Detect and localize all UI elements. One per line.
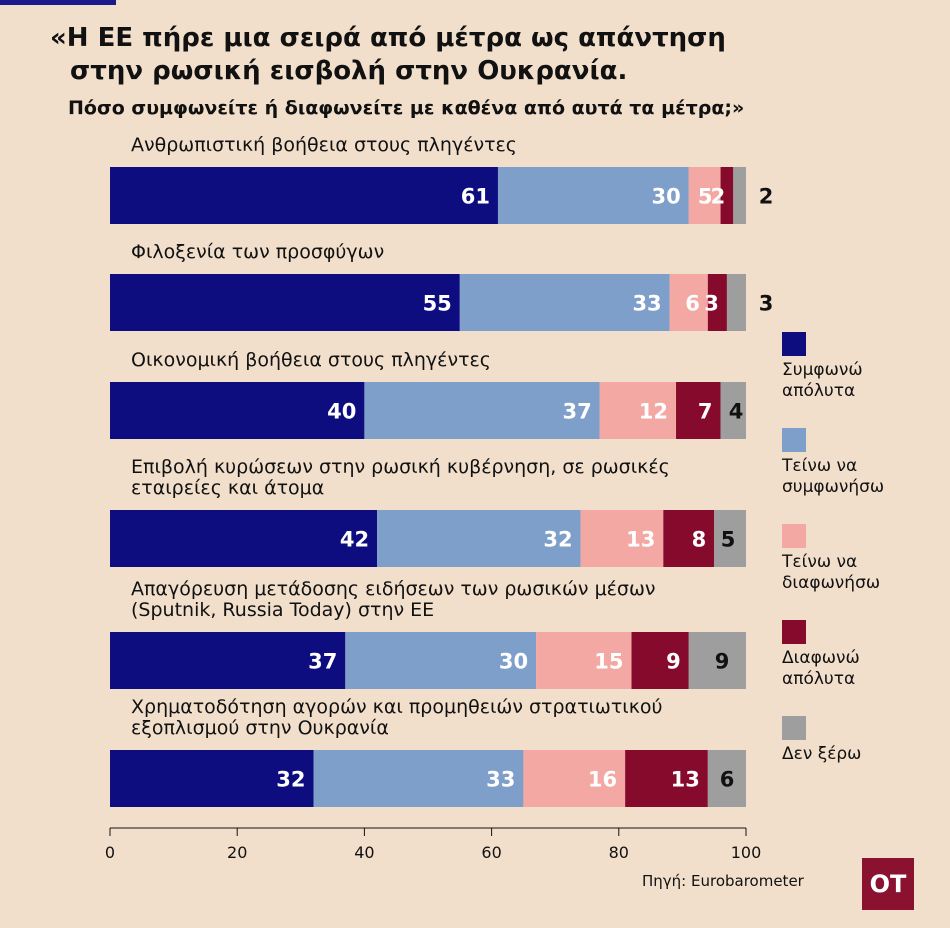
data-label: 30: [652, 185, 681, 209]
bar-segment: [110, 510, 378, 567]
data-label: 2: [711, 185, 726, 209]
category-label: Επιβολή κυρώσεων στην ρωσική κυβέρνηση, …: [131, 456, 670, 478]
legend-swatch: [782, 428, 806, 452]
bar-segment: [345, 632, 537, 689]
x-tick-label: 100: [731, 843, 762, 862]
category-label: Χρηματοδότηση αγορών και προμηθειών στρα…: [131, 696, 663, 718]
bar-segment: [523, 750, 626, 807]
bar-segment: [497, 167, 689, 224]
data-label: 32: [276, 768, 305, 792]
category-label: Απαγόρευση μετάδοσης ειδήσεων των ρωσικώ…: [131, 578, 656, 600]
legend-label: Τείνω να συμφωνήσω: [782, 456, 885, 497]
bar-segment: [663, 510, 715, 567]
x-tick-label: 60: [481, 843, 501, 862]
data-label: 33: [632, 292, 661, 316]
bar-segment: [720, 167, 734, 224]
bar-segment: [707, 274, 727, 331]
bar-segment: [707, 750, 746, 807]
bar-segment: [580, 510, 664, 567]
bar-segment: [110, 632, 346, 689]
data-label: 37: [562, 400, 591, 424]
category-label: εταιρείες και άτομα: [131, 477, 324, 499]
bar-segment: [726, 274, 746, 331]
data-label: 15: [594, 650, 623, 674]
data-label: 5: [721, 528, 736, 552]
x-tick-label: 40: [354, 843, 374, 862]
data-label: 12: [639, 400, 668, 424]
data-label: 8: [692, 528, 707, 552]
chart-title-line-2: στην ρωσική εισβολή στην Ουκρανία.: [70, 56, 628, 86]
bar-segment: [364, 382, 600, 439]
data-label: 6: [685, 292, 700, 316]
legend-label: Συμφωνώ απόλυτα: [782, 360, 863, 401]
category-label: (Sputnik, Russia Today) στην ΕΕ: [131, 599, 434, 621]
top-accent-rule: [0, 0, 116, 5]
x-tick-label: 80: [609, 843, 629, 862]
data-label: 9: [666, 650, 681, 674]
legend-label: Δεν ξέρω: [782, 744, 862, 764]
bar-segment: [110, 167, 498, 224]
bar-segment: [313, 750, 524, 807]
category-label: Οικονομική βοήθεια στους πληγέντες: [131, 349, 491, 371]
data-label: 3: [704, 292, 719, 316]
legend-label: Διαφωνώ απόλυτα: [782, 648, 860, 689]
source-note: Πηγή: Eurobarometer: [642, 872, 804, 890]
data-label: 4: [729, 400, 744, 424]
bar-segment: [714, 510, 746, 567]
legend-swatch: [782, 620, 806, 644]
legend-swatch: [782, 716, 806, 740]
bar-segment: [733, 167, 746, 224]
data-label: 5: [698, 185, 713, 209]
chart-title-line-1: «Η ΕΕ πήρε μια σειρά από μέτρα ως απάντη…: [50, 23, 726, 53]
bar-segment: [631, 632, 689, 689]
data-label: 40: [327, 400, 356, 424]
chart-title: «Η ΕΕ πήρε μια σειρά από μέτρα ως απάντη…: [50, 22, 930, 88]
category-label: Ανθρωπιστική βοήθεια στους πληγέντες: [131, 134, 517, 156]
category-label: εξοπλισμού στην Ουκρανία: [131, 717, 389, 739]
bar-segment: [599, 382, 677, 439]
category-label: Φιλοξενία των προσφύγων: [131, 241, 384, 263]
data-label: 13: [671, 768, 700, 792]
chart-subtitle: Πόσο συμφωνείτε ή διαφωνείτε με καθένα α…: [68, 97, 745, 119]
legend-swatch: [782, 332, 806, 356]
data-label: 16: [588, 768, 617, 792]
bar-segment: [110, 274, 460, 331]
legend-label: Τείνω να διαφωνήσω: [782, 552, 881, 593]
data-label: 9: [715, 650, 730, 674]
bar-segment: [720, 382, 746, 439]
bar-segment: [676, 382, 721, 439]
data-label: 55: [423, 292, 452, 316]
data-label: 30: [499, 650, 528, 674]
data-label: 6: [720, 768, 735, 792]
bar-segment: [688, 167, 721, 224]
data-label: 42: [340, 528, 369, 552]
legend-swatch: [782, 524, 806, 548]
data-label: 7: [698, 400, 713, 424]
ot-logo: ΟΤ: [862, 858, 914, 910]
data-label: 61: [461, 185, 490, 209]
data-label: 37: [308, 650, 337, 674]
data-label: 2: [759, 185, 774, 209]
data-label: 32: [543, 528, 572, 552]
bar-segment: [110, 382, 365, 439]
bar-segment: [669, 274, 708, 331]
bar-segment: [459, 274, 670, 331]
x-tick-label: 0: [105, 843, 115, 862]
bar-segment: [688, 632, 746, 689]
bar-segment: [110, 750, 314, 807]
data-label: 33: [486, 768, 515, 792]
bar-segment: [377, 510, 581, 567]
data-label: 3: [759, 292, 774, 316]
data-label: 13: [626, 528, 655, 552]
x-tick-label: 20: [227, 843, 247, 862]
bar-segment: [625, 750, 708, 807]
bar-segment: [536, 632, 632, 689]
